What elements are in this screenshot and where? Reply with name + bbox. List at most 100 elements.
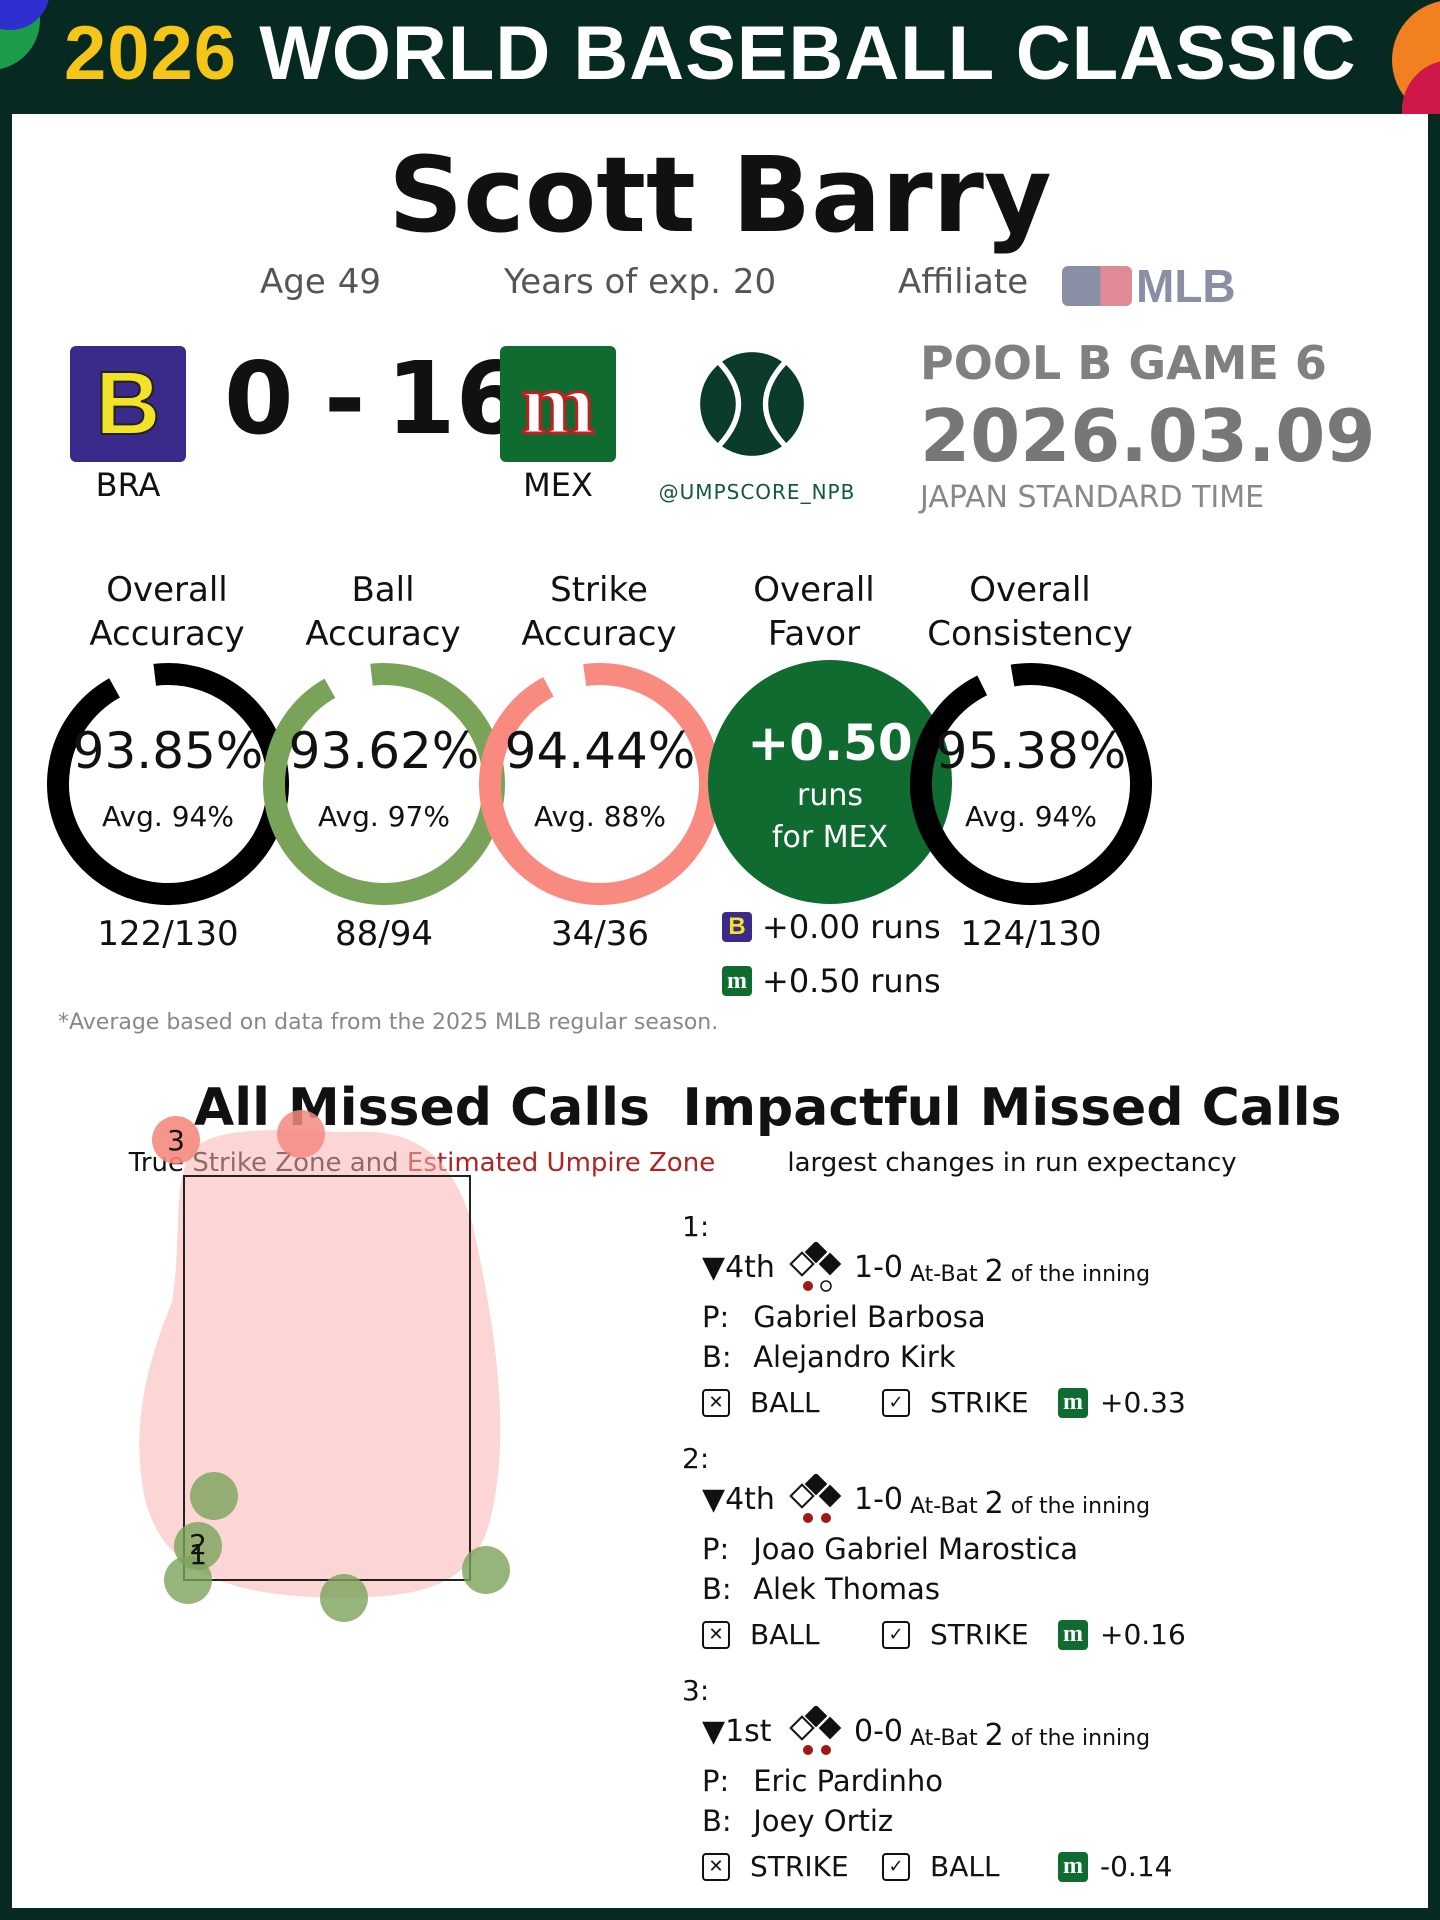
call-inning: ▼4th	[702, 1250, 775, 1285]
mlb-logo-text: MLB	[1136, 260, 1236, 312]
run-expectancy-delta: +0.16	[1100, 1618, 1186, 1651]
called-result: BALL	[750, 1386, 820, 1419]
strike-accuracy-avg: Avg. 88%	[534, 800, 666, 833]
away-favor-row: B +0.00 runs	[722, 908, 941, 946]
away-score: 0	[224, 340, 294, 457]
ring-arc	[263, 663, 505, 905]
correct-call-check-icon: ✓	[882, 1620, 910, 1649]
base-runners-icon	[789, 1242, 842, 1292]
header-left-ornament	[0, 0, 49, 69]
call-atbat: At-Bat 2 of the inning	[910, 1254, 1150, 1289]
game-label: POOL B GAME 6	[920, 336, 1327, 390]
mlb-logo-mark	[1062, 266, 1132, 306]
call-pitcher: P: Gabriel Barbosa	[702, 1300, 986, 1334]
bra-team-logo: B	[70, 346, 186, 462]
away-favor-runs: +0.00 runs	[762, 908, 941, 946]
header-title: 2026 WORLD BASEBALL CLASSIC	[64, 10, 1356, 97]
missed-call-dot	[152, 1116, 200, 1164]
true-strike-zone	[183, 1175, 471, 1581]
header-banner: 2026 WORLD BASEBALL CLASSIC	[0, 0, 1440, 114]
bra-mini-logo: B	[722, 912, 752, 942]
overall-favor-title-line1: Overall	[753, 570, 875, 610]
strike-accuracy-value: 94.44%	[504, 722, 696, 780]
missed-call-label: 3	[167, 1124, 185, 1157]
correct-result: STRIKE	[930, 1386, 1029, 1419]
age-label: Age	[260, 262, 326, 302]
correct-call-check-icon: ✓	[882, 1388, 910, 1417]
called-result: BALL	[750, 1618, 820, 1651]
twitter-handle[interactable]: @UMPSCORE_NPB	[658, 480, 856, 504]
wrong-call-x-icon: ✕	[702, 1388, 730, 1417]
umpire-age: Age 49	[260, 262, 381, 302]
call-result: ✕ STRIKE ✓ BALL m -0.14	[702, 1850, 1172, 1883]
pitcher-name: Gabriel Barbosa	[753, 1300, 986, 1334]
missed-call-dot	[462, 1546, 510, 1594]
away-team-abbr: BRA	[95, 466, 161, 504]
atbat-label: At-Bat	[910, 1726, 978, 1751]
atbat-label: At-Bat	[910, 1494, 978, 1519]
strike-accuracy-count: 34/36	[551, 914, 649, 954]
baseball-icon	[700, 352, 804, 456]
batter-name: Joey Ortiz	[753, 1804, 894, 1838]
overall-consistency-title-line1: Overall	[969, 570, 1091, 610]
overall-consistency-ring	[910, 663, 1152, 905]
header-year: 2026	[64, 11, 238, 96]
overall-accuracy-value: 93.85%	[72, 722, 264, 780]
strike-zone-plot: 3 2 1	[139, 1110, 510, 1622]
age-value: 49	[337, 262, 382, 302]
game-date: 2026.03.09	[920, 394, 1376, 478]
subtitle-umpire-zone: Estimated Umpire Zone	[406, 1148, 716, 1178]
overall-favor-title: Overall Favor	[689, 568, 939, 656]
mex-mini-logo: m	[1058, 1387, 1088, 1418]
call-pitcher: P: Joao Gabriel Marostica	[702, 1532, 1078, 1566]
batter-label: B:	[702, 1804, 732, 1838]
overall-favor-team: for MEX	[771, 820, 889, 855]
overall-consistency-count: 124/130	[960, 914, 1102, 954]
batter-label: B:	[702, 1340, 732, 1374]
impactful-missed-calls-title: Impactful Missed Calls	[682, 1078, 1342, 1138]
game-timezone: JAPAN STANDARD TIME	[920, 480, 1265, 515]
ball-accuracy-ring	[263, 663, 505, 905]
call-number: 2:	[682, 1442, 710, 1475]
correct-result: STRIKE	[930, 1618, 1029, 1651]
ball-accuracy-count: 88/94	[335, 914, 433, 954]
called-result: STRIKE	[750, 1850, 849, 1883]
call-count: 1-0	[854, 1250, 903, 1285]
all-missed-calls-title: All Missed Calls	[194, 1078, 650, 1138]
batter-label: B:	[702, 1572, 732, 1606]
call-batter: B: Joey Ortiz	[702, 1804, 893, 1838]
header-right-ornament	[1392, 1, 1440, 114]
call-number: 3:	[682, 1674, 710, 1707]
pitcher-name: Eric Pardinho	[753, 1764, 944, 1798]
mlb-logo: MLB	[1062, 260, 1236, 312]
ball-accuracy-title: Ball Accuracy	[258, 568, 508, 656]
batter-name: Alek Thomas	[753, 1572, 940, 1606]
score-separator: -	[324, 340, 366, 457]
call-batter: B: Alek Thomas	[702, 1572, 940, 1606]
mex-mini-logo: m	[1058, 1851, 1088, 1882]
overall-accuracy-title-line1: Overall	[106, 570, 228, 610]
call-inning: ▼4th	[702, 1482, 775, 1517]
pitcher-label: P:	[702, 1764, 730, 1798]
pitcher-label: P:	[702, 1532, 730, 1566]
umpire-name: Scott Barry	[388, 134, 1052, 256]
overall-favor-value: +0.50	[747, 714, 913, 772]
atbat-suffix: of the inning	[1010, 1494, 1151, 1519]
exp-value: 20	[732, 262, 777, 302]
umpire-experience: Years of exp. 20	[504, 262, 776, 302]
run-expectancy-delta: -0.14	[1100, 1850, 1173, 1883]
batter-name: Alejandro Kirk	[753, 1340, 956, 1374]
mex-mini-logo: m	[722, 966, 752, 996]
overall-accuracy-avg: Avg. 94%	[102, 800, 234, 833]
impactful-missed-calls-subtitle: largest changes in run expectancy	[787, 1148, 1237, 1178]
correct-call-check-icon: ✓	[882, 1852, 910, 1881]
ball-accuracy-value: 93.62%	[288, 722, 480, 780]
overall-consistency-title: Overall Consistency	[905, 568, 1155, 656]
overall-accuracy-title: Overall Accuracy	[42, 568, 292, 656]
wrong-call-x-icon: ✕	[702, 1620, 730, 1649]
atbat-suffix: of the inning	[1010, 1262, 1151, 1287]
exp-label: Years of exp.	[504, 262, 721, 302]
ball-accuracy-avg: Avg. 97%	[318, 800, 450, 833]
overall-favor-title-line2: Favor	[767, 614, 861, 654]
ring-arc	[47, 663, 289, 905]
